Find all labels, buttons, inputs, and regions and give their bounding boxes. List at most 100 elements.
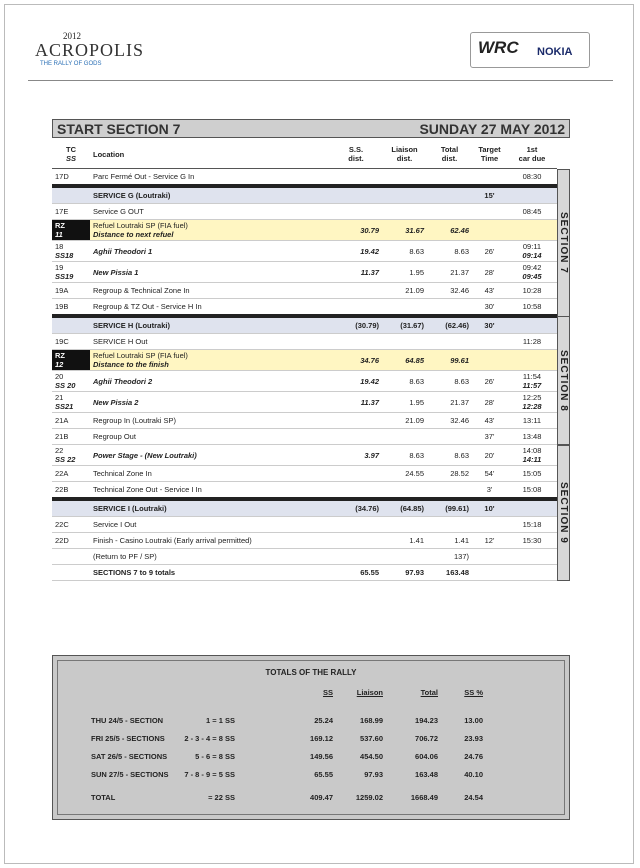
totals-cell: 604.06 [415, 752, 438, 761]
cell: Refuel Loutraki SP (FIA fuel) Distance to… [90, 349, 330, 371]
totals-column-header: SS % [464, 688, 483, 697]
totals-cell: 2 - 3 - 4 = 8 SS [184, 734, 235, 743]
cell [427, 203, 472, 220]
totals-column-header: Liaison [356, 688, 383, 697]
column-header: Liaison dist. [382, 140, 427, 169]
cell-text: 65.55 [360, 568, 379, 577]
cell: 21.37 [427, 391, 472, 413]
cell-text: 21.09 [405, 416, 424, 425]
cell: 28' [472, 391, 507, 413]
cell: New Pissia 2 [90, 391, 330, 413]
cell-text: SERVICE H Out [93, 337, 148, 346]
totals-column-header: Total [420, 688, 438, 697]
totals-cell: 163.48 [415, 770, 438, 779]
cell: 43' [472, 412, 507, 429]
cell-line: Distance to next refuel [93, 230, 174, 239]
cell: 163.48 [427, 564, 472, 581]
cell-text: 15:18 [522, 520, 542, 529]
cell: 30' [472, 314, 507, 334]
cell: 12' [472, 532, 507, 549]
cell [427, 516, 472, 533]
cell: 21A [52, 412, 90, 429]
section-date: SUNDAY 27 MAY 2012 [419, 121, 565, 137]
cell: 26' [472, 370, 507, 392]
cell [427, 168, 472, 187]
cell: 1.95 [382, 261, 427, 283]
cell-text: Regroup Out [93, 432, 136, 441]
column-header-line: TC [66, 145, 76, 154]
cell: 21 SS21 [52, 391, 90, 413]
cell: 26' [472, 240, 507, 262]
cell-text: 137) [453, 552, 469, 561]
cell: 65.55 [330, 564, 382, 581]
totals-cell: 706.72 [415, 734, 438, 743]
cell: 15' [472, 184, 507, 204]
cell: Parc Fermé Out - Service G In [90, 168, 330, 187]
cell-text: Service I Out [93, 520, 137, 529]
cell: 21.09 [382, 412, 427, 429]
cell-line: 12:28 [522, 402, 542, 411]
totals-box: TOTALS OF THE RALLY SS Liaison Total SS % TH… [52, 655, 570, 820]
cell-line: RZ [55, 351, 65, 360]
cell-text: Finish - Casino Loutraki (Early arrival … [93, 536, 252, 545]
cell: 15:08 [507, 481, 557, 500]
totals-cell: 1668.49 [410, 793, 438, 802]
cell: SECTIONS 7 to 9 totals [90, 564, 330, 581]
row-normal: 22B Technical Zone Out - Service I In 3' 15… [52, 481, 557, 500]
cell-line: 11:57 [522, 381, 542, 390]
totals-cell: TOTAL [91, 793, 116, 802]
cell-line: Refuel Loutraki SP (FIA fuel) [93, 351, 188, 360]
cell-text: 99.61 [450, 355, 469, 365]
column-header: 1st car due [507, 140, 557, 169]
cell-line: RZ [55, 221, 65, 230]
cell-text: 28.52 [450, 469, 469, 478]
cell-line: 09:11 [522, 242, 542, 251]
cell-text: 13:11 [522, 416, 542, 425]
column-header: TC SS [52, 140, 90, 169]
cell-text: Regroup In (Loutraki SP) [93, 416, 176, 425]
cell: 1.95 [382, 391, 427, 413]
cell: Aghii Theodori 1 [90, 240, 330, 262]
cell: 32.46 [427, 282, 472, 299]
cell [382, 298, 427, 317]
cell-text: 15:08 [522, 485, 542, 494]
cell: 3' [472, 481, 507, 500]
column-header-line: dist. [348, 154, 364, 163]
cell-text: 30.79 [360, 225, 379, 235]
cell-text: (64.85) [400, 504, 424, 513]
cell-line: SS18 [55, 251, 74, 260]
column-header-line: Total [440, 145, 459, 154]
cell: 11.37 [330, 261, 382, 283]
column-header-line: 1st [526, 145, 538, 154]
totals-cell: SAT 26/5 - SECTIONS [91, 752, 168, 761]
totals-cell: 1 = 1 SS [206, 716, 235, 725]
cell [52, 497, 90, 517]
cell-text: 15:05 [522, 469, 542, 478]
cell: 08:30 [507, 168, 557, 187]
cell-text: 21.37 [450, 267, 469, 277]
cell: 21.09 [382, 282, 427, 299]
row-service: SERVICE H (Loutraki) (30.79) (31.67) (62.46… [52, 314, 557, 334]
cell [330, 428, 382, 445]
cell: 18 SS18 [52, 240, 90, 262]
cell: RZ 12 [52, 349, 90, 371]
cell [472, 219, 507, 241]
cell-text: Power Stage - (New Loutraki) [93, 450, 197, 460]
cell-text: 3.97 [364, 450, 379, 460]
cell: 43' [472, 282, 507, 299]
totals-cell: 24.76 [464, 752, 483, 761]
cell: (64.85) [382, 497, 427, 517]
cell: 19A [52, 282, 90, 299]
cell: 19B [52, 298, 90, 317]
column-header-line: Target [478, 145, 501, 154]
row-normal: 17E Service G OUT 08:45 [52, 203, 557, 220]
row-total: SECTIONS 7 to 9 totals 65.55 97.93 163.48 [52, 564, 557, 581]
cell-line: 09:45 [522, 272, 542, 281]
section-label: SECTION 9 [558, 482, 569, 544]
cell-text: 19A [55, 286, 69, 295]
cell [330, 412, 382, 429]
cell [472, 333, 507, 350]
cell: 10:28 [507, 282, 557, 299]
cell-text: 12' [484, 536, 495, 545]
cell-text: Aghii Theodori 1 [93, 246, 153, 256]
